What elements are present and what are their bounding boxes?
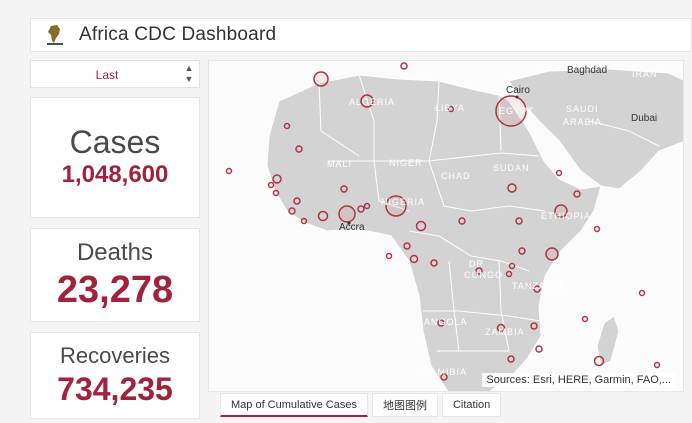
madagascar-landmass <box>596 315 620 367</box>
marker-madagascar <box>593 355 605 367</box>
map-label-cairo: Cairo <box>506 85 530 96</box>
cases-value: 1,048,600 <box>61 161 169 188</box>
map-label-angola: ANGOLA <box>424 317 468 327</box>
tab-map-of-cumulative-cases[interactable]: Map of Cumulative Cases <box>220 393 368 417</box>
map-label-saudi: SAUDI <box>566 104 599 114</box>
marker-tanzania <box>533 285 541 293</box>
marker-sierraleone <box>288 207 296 215</box>
marker-mozambique <box>535 345 543 353</box>
map-label-chad: CHAD <box>441 171 471 181</box>
marker-gabon <box>403 242 411 250</box>
chevron-down-icon[interactable]: ▼ <box>184 74 194 84</box>
marker-comoros <box>581 315 589 323</box>
period-stepper[interactable]: ▲ ▼ <box>183 63 195 85</box>
deaths-label: Deaths <box>76 239 154 266</box>
marker-stp <box>385 252 393 260</box>
map-label-ethiopia: ETHIOPIA <box>541 211 592 221</box>
marker-ivorycoast <box>317 210 329 222</box>
marker-eritrea <box>555 169 563 177</box>
marker-namibia <box>440 373 448 381</box>
marker-malawi <box>530 322 538 330</box>
marker-burundi <box>505 270 513 278</box>
marker-mali <box>295 145 303 153</box>
marker-capeverde <box>225 167 233 175</box>
marker-zimbabwe <box>507 355 515 363</box>
marker-congo <box>409 254 419 264</box>
marker-drc <box>475 267 483 275</box>
marker-morocco <box>400 62 408 70</box>
marker-benin <box>363 202 371 210</box>
case-markers[interactable] <box>225 62 661 381</box>
page-title: Africa CDC Dashboard <box>79 24 277 45</box>
tab-map-legend[interactable]: 地图图例 <box>371 393 438 417</box>
map-label-arabia: ARABIA <box>563 117 603 127</box>
map-label-baghdad: Baghdad <box>567 65 608 76</box>
country-borders <box>318 74 660 352</box>
deaths-card: Deaths 23,278 <box>30 228 200 322</box>
dashboard-header: Africa CDC Dashboard <box>30 18 692 52</box>
marker-ghana <box>338 205 356 223</box>
marker-gambia <box>267 181 275 189</box>
map-label-algeria: ALGERIA <box>349 97 396 107</box>
map-label-dr: DR <box>469 259 484 269</box>
marker-tunisia <box>447 105 455 113</box>
africa-cdc-logo <box>47 25 63 45</box>
marker-djibouti <box>573 190 581 198</box>
map-label-namibia: NAMIBIA <box>423 367 468 377</box>
marker-guinea-bissau <box>272 189 280 197</box>
marker-car <box>458 217 466 225</box>
marker-guinea <box>293 197 301 205</box>
marker-egypt <box>495 95 527 127</box>
map-attribution[interactable]: Sources: Esri, HERE, Garmin, FAO,... <box>482 373 675 387</box>
map-label-zambia: ZAMBIA <box>485 327 525 337</box>
marker-uganda <box>518 247 526 255</box>
marker-kenya <box>545 247 559 261</box>
map-label-dubai: Dubai <box>631 113 658 124</box>
map-tabs: Map of Cumulative Cases 地图图例 Citation <box>220 393 505 419</box>
recoveries-value: 734,235 <box>57 371 173 407</box>
chevron-up-icon[interactable]: ▲ <box>184 63 194 73</box>
marker-somalia <box>593 225 601 233</box>
marker-ethiopia <box>554 204 568 218</box>
map-label-libya: LIBYA <box>435 103 465 113</box>
map-label-mali: MALI <box>327 159 353 169</box>
map-label-iran: IRAN <box>632 69 658 79</box>
marker-rwanda <box>508 262 516 270</box>
marker-wsahara <box>283 122 291 130</box>
marker-togo <box>357 205 365 213</box>
map-label-niger: NIGER <box>389 158 423 168</box>
marker-zambia <box>496 323 506 333</box>
recoveries-label: Recoveries <box>59 343 171 368</box>
deaths-value: 23,278 <box>56 269 174 311</box>
map-label-tanzania: TANZANIA <box>512 281 564 291</box>
period-selector[interactable]: Last ▲ ▼ <box>30 60 200 88</box>
marker-sudan <box>507 183 517 193</box>
marker-algeria-2 <box>360 94 374 108</box>
map-label-accra: Accra <box>339 222 365 233</box>
map-label-sudan: SUDAN <box>493 163 530 173</box>
period-selector-value: Last <box>95 68 119 82</box>
marker-angola <box>437 319 445 327</box>
map-label-egypt: EGYPT <box>499 106 535 116</box>
recoveries-card: Recoveries 734,235 <box>30 332 200 419</box>
map-label-nigeria: NIGERIA <box>381 197 426 207</box>
city-dots <box>347 95 519 225</box>
marker-burkina <box>340 185 348 193</box>
marker-algeria <box>313 71 329 87</box>
arabia-landmass <box>508 68 683 190</box>
marker-mauritius <box>653 361 661 369</box>
cases-card: Cases 1,048,600 <box>30 97 200 218</box>
tab-citation[interactable]: Citation <box>441 393 502 417</box>
africa-map-canvas[interactable] <box>209 61 684 392</box>
cases-map[interactable]: Baghdad Cairo Dubai Accra ALGERIA LIBYA … <box>208 60 684 392</box>
cases-label: Cases <box>69 124 161 160</box>
marker-southsudan <box>515 217 523 225</box>
marker-senegal <box>272 174 282 184</box>
marker-cameroon <box>415 220 427 232</box>
marker-nigeria <box>385 195 407 217</box>
marker-liberia <box>300 217 308 225</box>
marker-seychelles <box>638 289 646 297</box>
map-label-congo: CONGO <box>464 270 504 280</box>
marker-drc-west <box>430 259 438 267</box>
